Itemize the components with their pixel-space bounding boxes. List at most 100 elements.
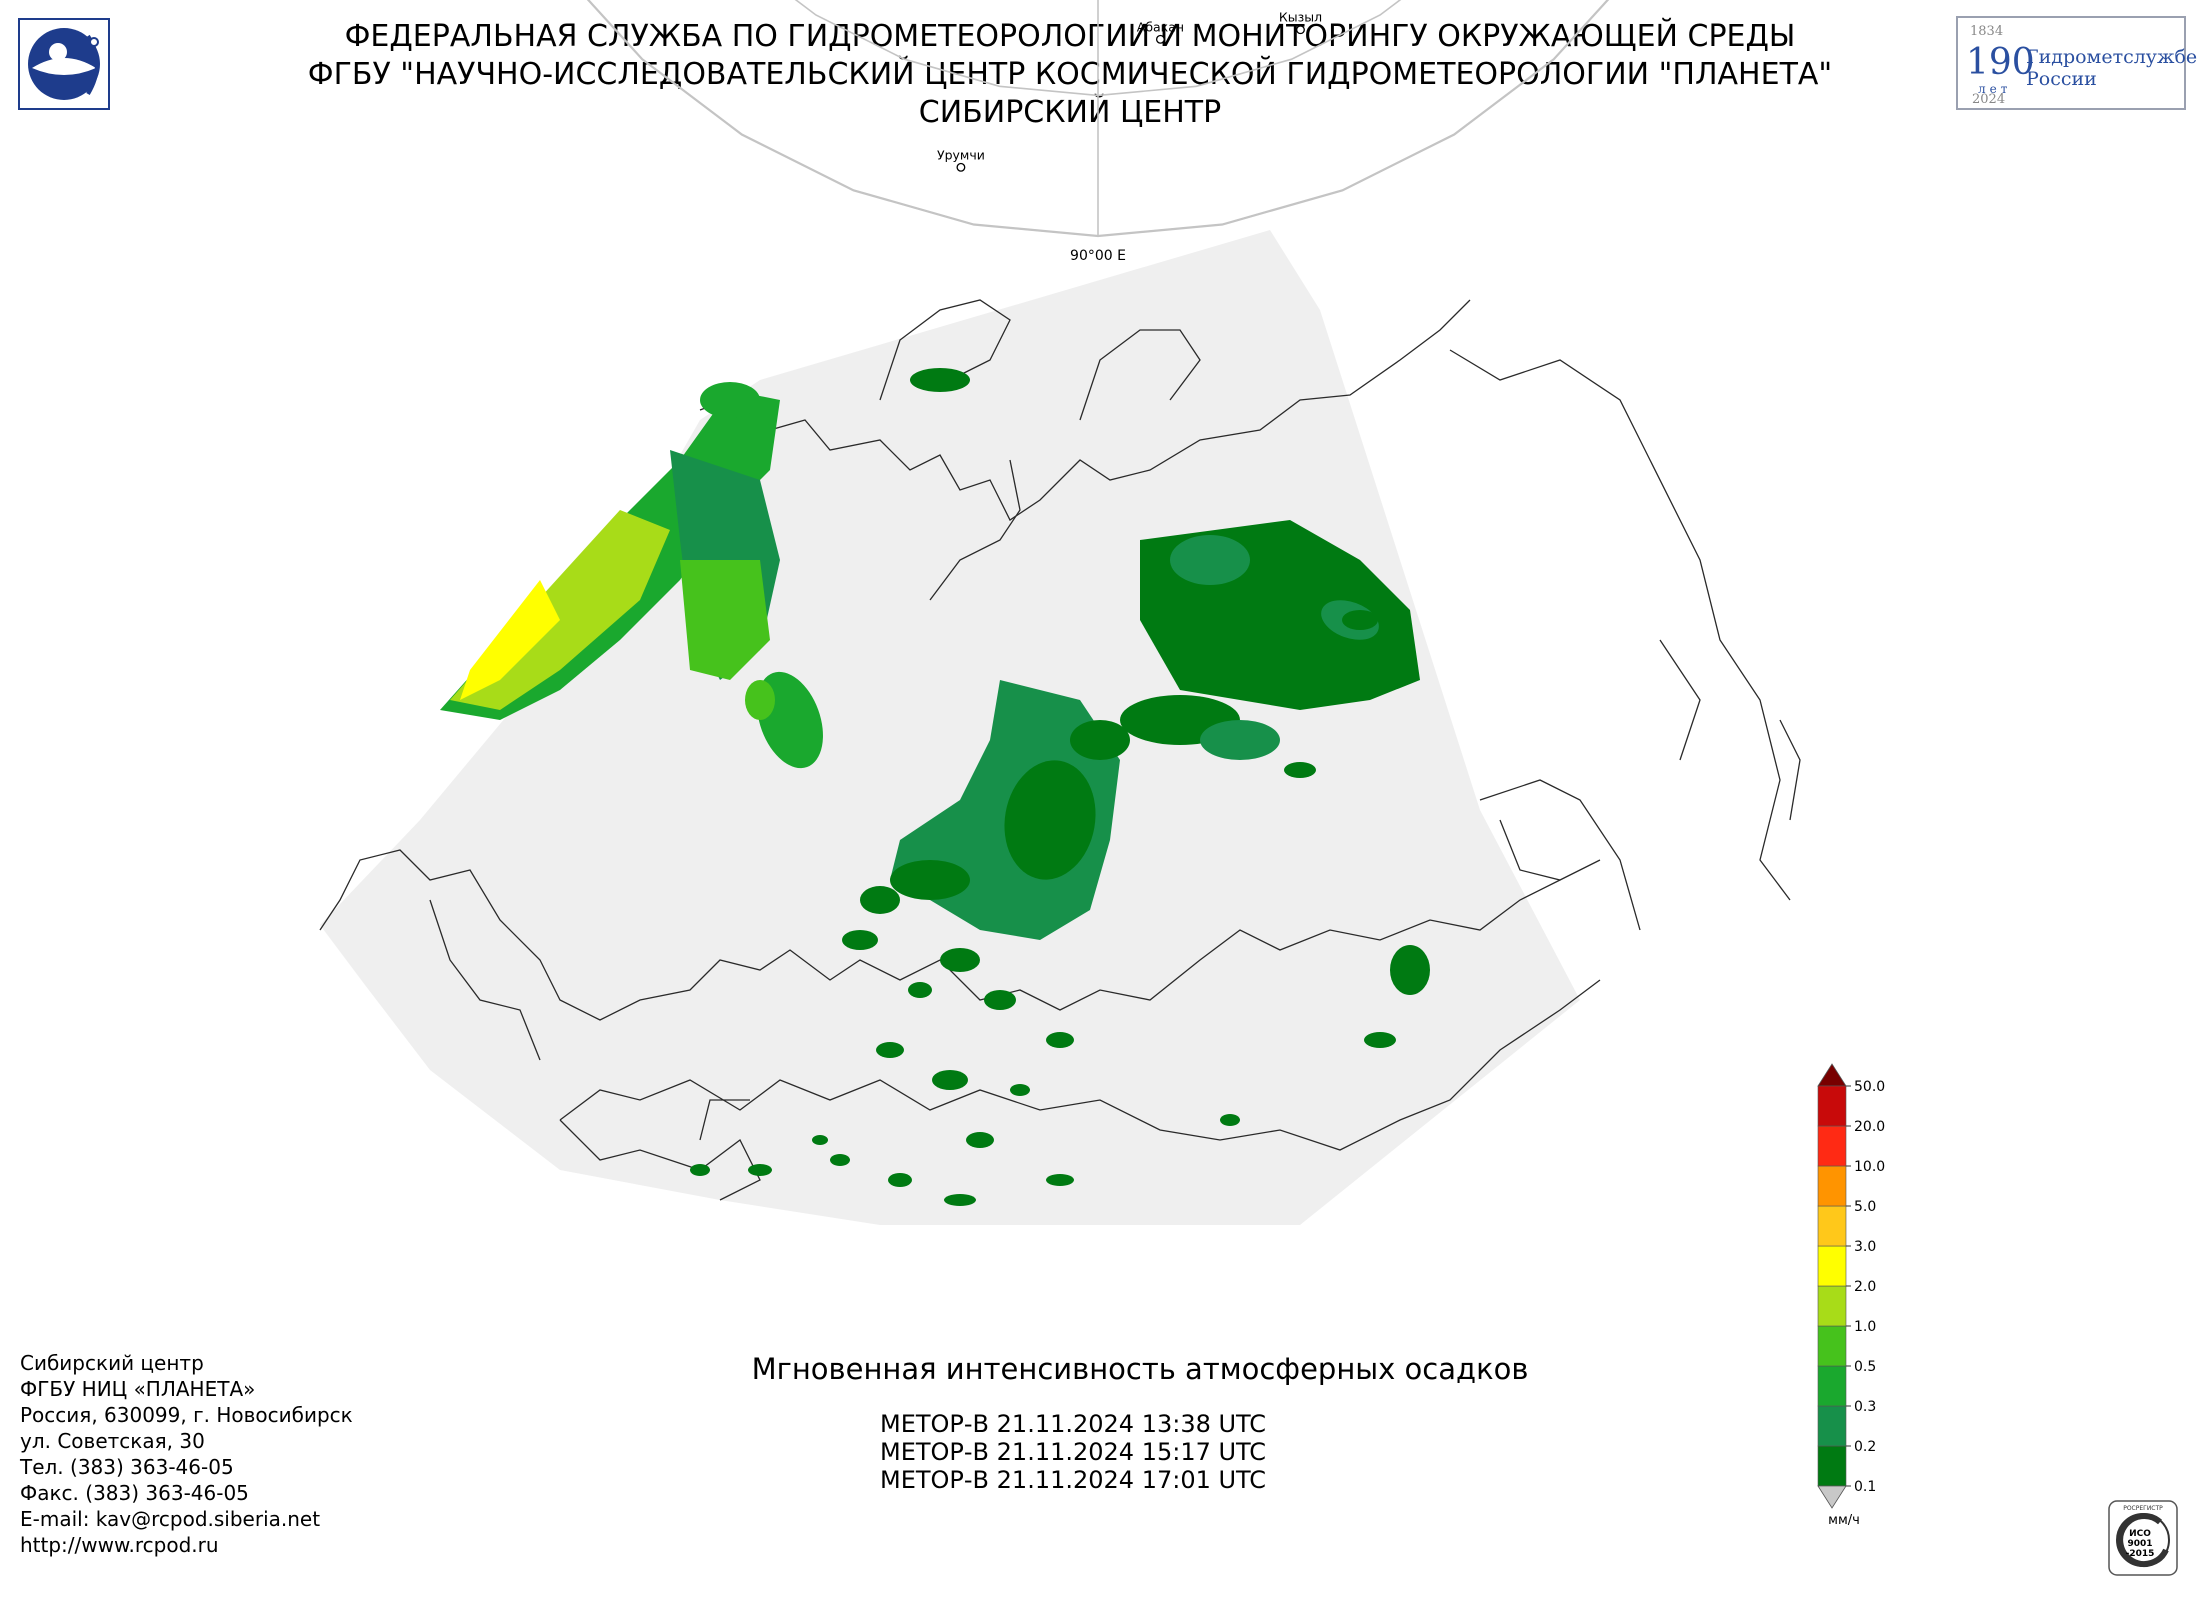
- colorbar-label: 0.5: [1854, 1359, 1876, 1375]
- precip-area: [1364, 1032, 1396, 1048]
- anniversary-let: лет: [1978, 82, 2012, 96]
- precipitation-colorbar: 0.1 0.2 0.3 0.5 1.0 2.0 3.0 5.0 10.0 20.0 50.0 мм/ч: [1817, 1063, 1885, 1528]
- colorbar-label: 5.0: [1854, 1199, 1876, 1215]
- precip-area: [700, 382, 760, 418]
- iso-badge-line-2: 9001: [2127, 1539, 2152, 1549]
- precip-area: [1046, 1174, 1074, 1186]
- map-frame: [586, 0, 1610, 238]
- anniversary-name: Гидрометслужбе России: [2026, 46, 2197, 90]
- city-label: Абакан: [1137, 19, 1184, 34]
- coastline: [1449, 349, 1791, 901]
- precip-area: [460, 580, 560, 700]
- precip-area: [1390, 945, 1430, 995]
- satellite-pass-1: МЕТОР-В 21.11.2024 13:38 UTC: [880, 1410, 1267, 1438]
- anniversary-name-line-2: России: [2026, 68, 2097, 90]
- city-label: Урумчи: [937, 147, 985, 162]
- colorbar-label: 1.0: [1854, 1319, 1876, 1335]
- footer-fax: Факс. (383) 363-46-05: [20, 1481, 249, 1505]
- iso-badge-top: РОСРЕГИСТР: [2123, 1505, 2163, 1512]
- colorbar-segment: [1817, 1085, 1847, 1127]
- precip-area: [908, 982, 932, 998]
- anniversary-year-start: 1834: [1970, 24, 2004, 39]
- colorbar-under-triangle: [1817, 1485, 1847, 1509]
- colorbar-label: 3.0: [1854, 1239, 1876, 1255]
- city-dot: [956, 162, 966, 172]
- header-line-3: СИБИРСКИЙ ЦЕНТР: [918, 95, 1222, 130]
- footer-phone: Тел. (383) 363-46-05: [20, 1455, 234, 1479]
- longitude-label: 90°00 E: [1070, 248, 1126, 264]
- precip-area: [966, 1132, 994, 1148]
- precip-area: [1200, 720, 1280, 760]
- precip-area: [890, 860, 970, 900]
- coastlines-and-borders: [319, 299, 1801, 1201]
- product-title: Мгновенная интенсивность атмосферных оса…: [751, 1352, 1529, 1386]
- colorbar-segment: [1817, 1165, 1847, 1207]
- precip-area: [680, 560, 770, 680]
- graticule: [586, 0, 1610, 238]
- header-line-1: ФЕДЕРАЛЬНАЯ СЛУЖБА ПО ГИДРОМЕТЕОРОЛОГИИ …: [344, 19, 1796, 54]
- colorbar-label: 0.2: [1854, 1439, 1876, 1455]
- coastline: [319, 849, 1561, 1021]
- precip-area: [940, 948, 980, 972]
- contact-info: Сибирский центр ФГБУ НИЦ «ПЛАНЕТА» Росси…: [20, 1350, 353, 1558]
- precip-area: [830, 1154, 850, 1166]
- colorbar-segment: [1817, 1325, 1847, 1367]
- precip-area: [1010, 1084, 1030, 1096]
- colorbar-segment: [1817, 1445, 1847, 1487]
- colorbar-segment: [1817, 1245, 1847, 1287]
- coastline: [699, 299, 1471, 521]
- colorbar-segment: [1817, 1125, 1847, 1167]
- iso-badge-line-3: -2015: [2126, 1549, 2155, 1559]
- colorbar-unit: мм/ч: [1828, 1513, 1860, 1528]
- roshydromet-logo: [18, 18, 110, 110]
- footer-line: Россия, 630099, г. Новосибирск: [20, 1403, 353, 1427]
- coastline: [1779, 719, 1801, 821]
- footer-line: ул. Советская, 30: [20, 1429, 205, 1453]
- precip-area: [1170, 535, 1250, 585]
- precip-area: [690, 1164, 710, 1176]
- coastline: [1499, 819, 1601, 881]
- precip-area: [888, 1173, 912, 1187]
- coastline: [559, 979, 1601, 1151]
- precip-area: [860, 886, 900, 914]
- precip-area: [1220, 1114, 1240, 1126]
- precip-area: [745, 680, 775, 720]
- city-label: Кызыл: [1279, 10, 1322, 25]
- precip-area: [1004, 760, 1096, 880]
- colorbar-segment: [1817, 1205, 1847, 1247]
- anniversary-logo: 1834 190 лет Гидрометслужбе России 2024: [1956, 16, 2197, 110]
- coastline: [929, 459, 1021, 601]
- coastline: [1079, 329, 1201, 421]
- footer-email-link[interactable]: E-mail: kav@rcpod.siberia.net: [20, 1507, 321, 1531]
- colorbar-label: 0.3: [1854, 1399, 1876, 1415]
- precip-area: [1342, 610, 1378, 630]
- anniversary-year-end: 2024: [1972, 92, 2006, 107]
- precip-area: [1284, 762, 1316, 778]
- precip-area: [812, 1135, 828, 1145]
- precip-area: [984, 990, 1016, 1010]
- coastline: [1659, 639, 1701, 761]
- precip-area: [842, 930, 878, 950]
- coastline: [1479, 779, 1641, 931]
- footer-line: ФГБУ НИЦ «ПЛАНЕТА»: [20, 1377, 256, 1401]
- colorbar-label: 50.0: [1854, 1079, 1885, 1095]
- swath-area: [320, 230, 1580, 1225]
- satellite-swath-coverage: [320, 230, 1580, 1225]
- colorbar-segment: [1817, 1285, 1847, 1327]
- precip-area: [1070, 720, 1130, 760]
- precip-area: [748, 1164, 772, 1176]
- city-marker: Абакан: [1137, 19, 1184, 44]
- satellite-pass-2: МЕТОР-В 21.11.2024 15:17 UTC: [880, 1438, 1267, 1466]
- graticule-labels: 80°00 N70°00 N60°00 N50°00 N40°00 N40°00…: [1070, 248, 1126, 264]
- colorbar-label: 2.0: [1854, 1279, 1876, 1295]
- precipitation-areas: [440, 368, 1430, 1206]
- colorbar-label: 10.0: [1854, 1159, 1885, 1175]
- header-line-2: ФГБУ "НАУЧНО-ИССЛЕДОВАТЕЛЬСКИЙ ЦЕНТР КОС…: [307, 57, 1833, 92]
- precip-area: [910, 368, 970, 392]
- colorbar-over-triangle: [1817, 1063, 1847, 1087]
- footer-website-link[interactable]: http://www.rcpod.ru: [20, 1533, 219, 1557]
- satellite-pass-3: МЕТОР-В 21.11.2024 17:01 UTC: [880, 1466, 1267, 1494]
- precip-area: [944, 1194, 976, 1206]
